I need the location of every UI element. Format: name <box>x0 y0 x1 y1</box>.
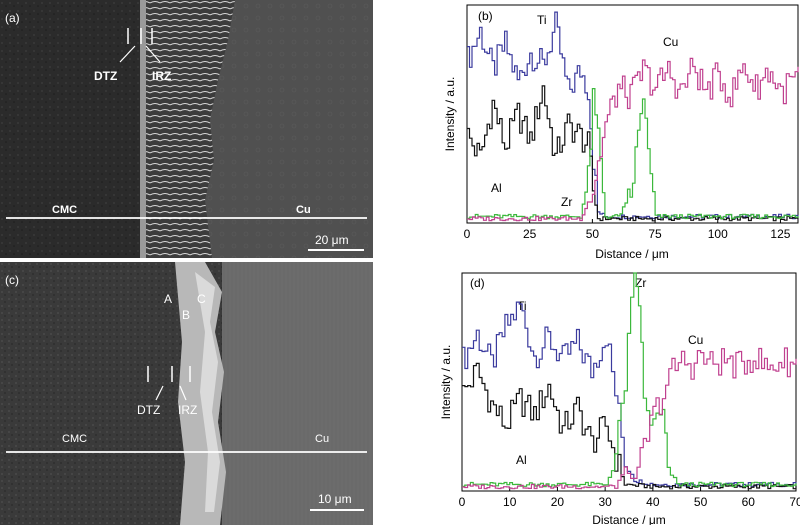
plot-b-svg: (b) Intensity / a.u. Distance / μm Ti Cu… <box>443 4 799 261</box>
plot-d-xtick-label-4: 40 <box>646 495 660 509</box>
region-cu-a: Cu <box>296 204 311 216</box>
point-b-label: B <box>182 308 190 322</box>
plot-d-series-cu <box>462 347 797 490</box>
plot-d-xtick-label-0: 0 <box>459 495 466 509</box>
region-cmc-c: CMC <box>62 433 87 445</box>
plot-d-series-ti <box>462 301 797 488</box>
plot-b-xtick-label-4: 100 <box>708 227 728 241</box>
scale-bar-label-c: 10 μm <box>318 492 352 506</box>
irz-arrow-a <box>145 45 161 63</box>
plot-d-xtick-label-6: 60 <box>742 495 756 509</box>
plot-d-xtick-label-5: 50 <box>694 495 708 509</box>
plot-d-frame <box>461 272 797 492</box>
plot-d-ylabel: Intensity / a.u. <box>439 345 453 420</box>
irz-arrow-c <box>179 385 187 401</box>
plot-b-series-cu <box>467 57 799 222</box>
plot-b-ylabel: Intensity / a.u. <box>443 77 457 152</box>
dtz-arrow-a <box>119 45 136 63</box>
sem-panel-a: (a) DTZ IRZ CMC Cu 20 μm <box>0 0 373 258</box>
plot-b-xtick-label-1: 25 <box>523 227 537 241</box>
plot-d-series-label-zr: Zr <box>635 276 646 290</box>
dtz-label-c: DTZ <box>137 403 160 417</box>
plot-d-series-label-al: Al <box>516 453 527 467</box>
sem-image-a <box>0 0 373 258</box>
plot-b-xtick-label-5: 125 <box>770 227 790 241</box>
plot-b: (b) Intensity / a.u. Distance / μm Ti Cu… <box>430 0 800 262</box>
plot-d-xlabel: Distance / μm <box>592 513 666 525</box>
sem-overlay-a: (a) DTZ IRZ CMC Cu 20 μm <box>5 11 367 251</box>
sem-overlay-c: (c) A B C DTZ IRZ CMC Cu 10 μm <box>5 273 367 511</box>
plot-d-xtick-label-2: 20 <box>551 495 565 509</box>
plot-d-series-zr <box>462 272 797 488</box>
plot-b-xtick-label-2: 50 <box>586 227 600 241</box>
plot-b-xlabel: Distance / μm <box>595 247 669 261</box>
plot-d-xtick-label-1: 10 <box>503 495 517 509</box>
plot-d-xtick-label-3: 30 <box>598 495 612 509</box>
region-cu-c: Cu <box>315 433 329 445</box>
plot-d-svg: (d) Intensity / a.u. Distance / μm Ti Zr… <box>439 272 800 525</box>
sem-panel-c: (c) A B C DTZ IRZ CMC Cu 10 μm <box>0 262 373 525</box>
plot-b-series-label-zr: Zr <box>561 195 572 209</box>
panel-label-c: (c) <box>5 273 19 287</box>
plot-d-label: (d) <box>470 276 485 290</box>
dtz-arrow-c <box>155 385 164 401</box>
plot-b-label: (b) <box>478 9 493 23</box>
plot-d-series-label-cu: Cu <box>688 333 703 347</box>
plot-b-series-label-ti: Ti <box>537 13 547 27</box>
plot-b-series-al <box>467 85 799 222</box>
plot-b-frame <box>466 4 799 224</box>
plot-b-series-label-al: Al <box>491 181 502 195</box>
plot-d-series-al <box>462 362 797 490</box>
irz-label-c: IRZ <box>178 403 197 417</box>
region-cmc-a: CMC <box>52 204 77 216</box>
plot-b-xtick-label-0: 0 <box>464 227 471 241</box>
panel-label-a: (a) <box>5 11 20 25</box>
point-c-label: C <box>197 292 206 306</box>
plot-d-xtick-label-7: 70 <box>789 495 800 509</box>
dtz-label-a: DTZ <box>94 69 117 83</box>
plot-b-series-label-cu: Cu <box>663 35 678 49</box>
point-a-label: A <box>164 292 172 306</box>
plot-b-xtick-label-3: 75 <box>648 227 662 241</box>
irz-label-a: IRZ <box>152 69 171 83</box>
plot-d: (d) Intensity / a.u. Distance / μm Ti Zr… <box>430 268 800 525</box>
scale-bar-label-a: 20 μm <box>315 233 349 247</box>
sem-image-c <box>0 262 373 525</box>
